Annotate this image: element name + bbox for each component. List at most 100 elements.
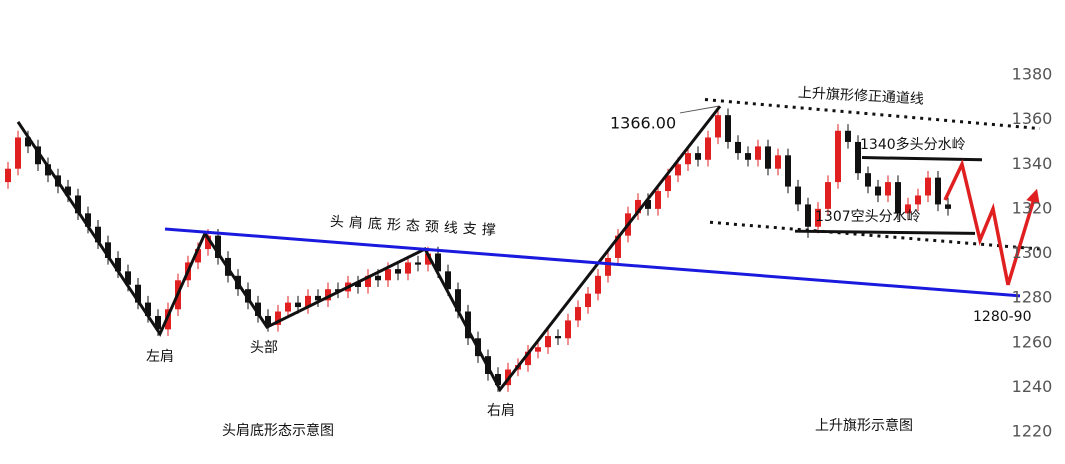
candle-body [615,235,621,258]
candle-body [915,195,921,205]
trend-line [861,156,983,162]
candle-body [715,115,721,138]
annotation: 右肩 [487,403,515,419]
candle-body [435,253,441,272]
candle-body [355,282,361,287]
candle-body [925,177,931,196]
candle-body [535,347,541,352]
candle-body [885,182,891,196]
candle-body [375,275,381,281]
candle-body [845,130,851,142]
candle-body [935,177,941,205]
candle-body [605,257,611,276]
candle-body [365,275,371,287]
annotation: 1340多头分水岭 [860,136,966,153]
annotation: 上升旗形修正通道线 [798,85,925,108]
candle-body [115,257,121,272]
candle-body [545,336,551,348]
candle-body [565,320,571,339]
candle-body [875,186,881,196]
annotation: 上升旗形示意图 [815,417,913,434]
candle-body [445,271,451,290]
candle-body [85,213,91,227]
candle-body [815,208,821,227]
candle-body [595,275,601,294]
candle-body [385,269,391,281]
candle-body [5,168,11,183]
candle-body [675,164,681,176]
y-tick-label: 1220 [1012,422,1053,441]
candle-body [905,204,911,214]
candle-body [255,302,261,316]
candle-body [35,146,41,165]
candle-body [285,302,291,312]
candle-body [855,141,861,174]
candle-body [425,253,431,265]
candle-body [865,173,871,187]
candle-body [405,262,411,274]
candle-body [265,315,271,325]
trend-line [164,227,1021,298]
candle-body [755,146,761,160]
candle-body [275,311,281,325]
candle-body [135,284,141,303]
candle-body [775,155,781,169]
candle-body [325,289,331,301]
candle-body [835,130,841,183]
annotation: 左肩 [146,349,174,365]
candle-body [205,235,211,250]
candle-body [495,373,501,386]
candle-body [155,315,161,330]
candle-body [645,199,651,209]
trend-line [704,98,1041,131]
candle-body [795,186,801,205]
candle-body [455,289,461,312]
candle-body [525,351,531,366]
annotation: 头部 [250,340,278,356]
annotation: 头肩底形态颈线支撑 [330,214,502,239]
candle-body [415,262,421,265]
candle-body [705,137,711,160]
y-tick-label: 1280 [1012,288,1053,307]
candle-body [745,153,751,160]
candle-body [95,226,101,243]
candle-body [665,175,671,192]
candle-body [725,115,731,142]
candle-body [655,191,661,209]
y-tick-label: 1240 [1012,377,1053,396]
annotation: 头肩底形态示意图 [222,422,334,439]
trend-line [679,105,719,114]
candle-body [685,153,691,165]
candle-body [635,199,641,214]
candle-body [825,182,831,209]
candle-body [395,269,401,274]
trend-line [709,220,1041,251]
candle-body [305,295,311,308]
annotation: 1366.00 [610,114,676,133]
candle-body [195,249,201,263]
candle-body [555,336,561,339]
annotation: 1280-90 [973,309,1032,325]
candle-body [765,146,771,169]
candle-body [65,186,71,196]
plot [5,98,1041,393]
candle-body [45,164,51,176]
candle-body [465,311,471,339]
y-tick-label: 1300 [1012,243,1053,262]
candle-body [145,302,151,316]
candle-body [585,293,591,308]
candle-body [575,307,581,321]
candle-body [75,195,81,214]
trend-line [16,105,722,393]
y-tick-label: 1260 [1012,332,1053,351]
candle-body [15,137,21,169]
y-tick-label: 1360 [1012,109,1053,128]
trend-line [794,229,976,235]
candle-body [945,204,951,209]
candle-body [895,182,901,214]
y-tick-label: 1320 [1012,198,1053,217]
candle-body [735,141,741,154]
candle-body [335,289,341,292]
y-tick-label: 1340 [1012,154,1053,173]
